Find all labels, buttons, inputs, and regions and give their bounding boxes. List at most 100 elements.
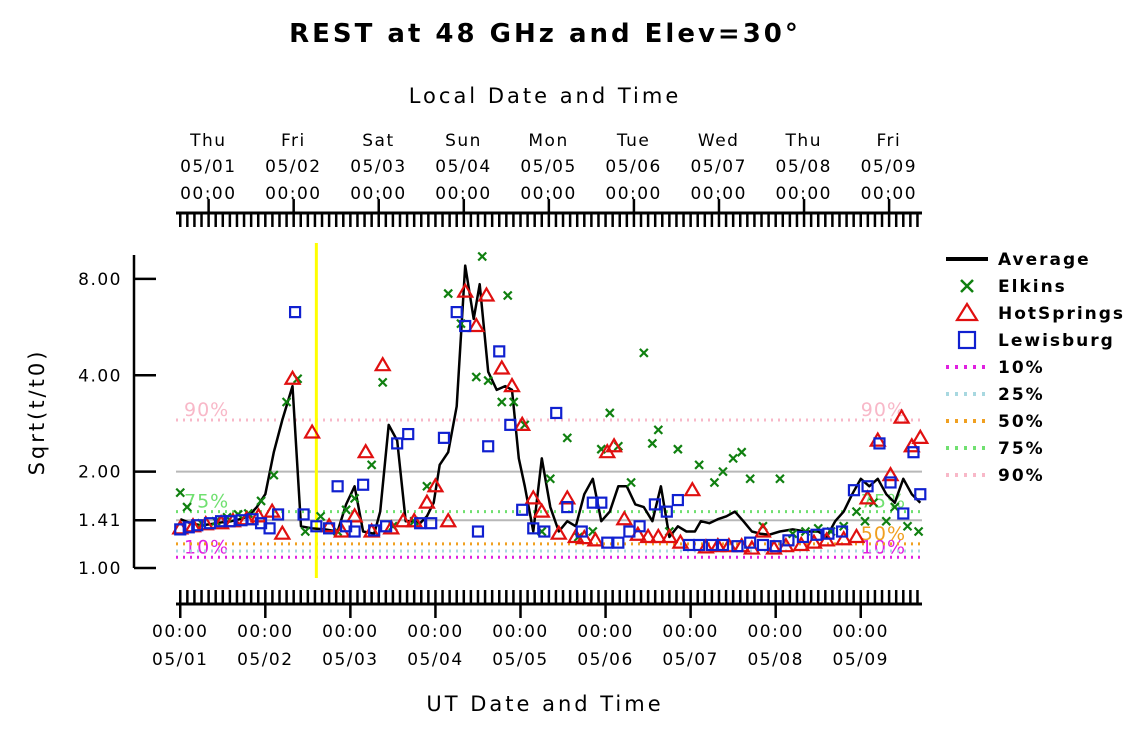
- point-lewisburg: [271, 508, 285, 521]
- point-lewisburg: [191, 519, 204, 532]
- point-hotsprings: [513, 415, 532, 431]
- point-hotsprings: [615, 510, 634, 526]
- point-hotsprings: [805, 533, 823, 549]
- point-elkins: [605, 408, 615, 418]
- bottom-tick-date: 05/04: [407, 650, 464, 670]
- top-tick-date: 05/01: [180, 157, 237, 177]
- point-hotsprings: [373, 356, 392, 372]
- point-hotsprings: [418, 493, 436, 509]
- point-lewisburg: [288, 306, 302, 319]
- percentile-label-right: 50%: [861, 523, 906, 545]
- plot-area: 10% 10%50%75% 75%90% 90%1.001.412.004.008.0…: [78, 131, 930, 670]
- bottom-tick-date: 05/07: [662, 650, 719, 670]
- top-tick-date: 05/03: [350, 157, 407, 177]
- point-elkins: [718, 466, 728, 477]
- bottom-tick-date: 05/01: [152, 650, 209, 670]
- point-elkins: [728, 453, 738, 464]
- bottom-tick-time: 00:00: [833, 622, 890, 642]
- top-tick-weekday: Fri: [281, 131, 306, 151]
- point-hotsprings: [858, 489, 877, 505]
- point-lewisburg: [861, 480, 874, 493]
- point-elkins: [745, 473, 755, 484]
- top-tick-weekday: Tue: [616, 131, 651, 151]
- point-elkins: [471, 372, 482, 382]
- legend-label: 50%: [998, 412, 1045, 432]
- point-lewisburg: [538, 525, 551, 538]
- point-hotsprings: [394, 512, 413, 528]
- legend-label: Average: [998, 250, 1091, 270]
- point-elkins: [545, 473, 556, 484]
- y-tick-label: 8.00: [78, 270, 122, 290]
- point-elkins: [300, 526, 311, 537]
- point-elkins: [477, 251, 488, 262]
- top-tick-weekday: Thu: [189, 131, 226, 151]
- point-lewisburg: [182, 521, 195, 534]
- bottom-tick-time: 00:00: [407, 622, 464, 642]
- point-hotsprings: [356, 443, 375, 459]
- bottom-tick-date: 05/09: [833, 650, 890, 670]
- y-axis-title: Sqrt(t/t0): [25, 349, 49, 476]
- point-lewisburg: [660, 505, 673, 518]
- y-tick-label: 2.00: [78, 463, 122, 483]
- top-tick-date: 05/08: [776, 157, 833, 177]
- point-lewisburg: [648, 498, 662, 511]
- y-tick-label: 1.00: [78, 559, 122, 579]
- top-tick-weekday: Sun: [445, 131, 482, 151]
- y-tick-label: 4.00: [78, 366, 122, 386]
- point-elkins: [653, 425, 664, 435]
- legend: Average Elkins HotSprings Lewisburg 10% 25% 50…: [946, 250, 1125, 486]
- legend-label: HotSprings: [998, 304, 1125, 324]
- bottom-tick-date: 05/03: [322, 650, 379, 670]
- point-elkins: [626, 477, 636, 488]
- point-lewisburg: [323, 522, 336, 535]
- point-elkins: [175, 487, 186, 498]
- point-hotsprings: [792, 535, 811, 552]
- legend-item-75pct: 75%: [946, 439, 1043, 459]
- percentile-label-left: 90%: [184, 399, 229, 421]
- point-hotsprings: [549, 524, 568, 540]
- bottom-tick-time: 00:00: [322, 622, 379, 642]
- legend-item-50pct: 50%: [946, 412, 1045, 432]
- point-hotsprings: [426, 477, 445, 493]
- point-hotsprings: [639, 527, 658, 544]
- legend-label: 90%: [998, 466, 1045, 486]
- point-lewisburg: [368, 524, 381, 537]
- point-lewisburg: [796, 530, 810, 544]
- point-lewisburg: [693, 538, 706, 552]
- point-elkins: [902, 521, 913, 532]
- point-elkins: [502, 290, 513, 301]
- top-tick-weekday: Fri: [876, 131, 901, 151]
- top-tick-weekday: Wed: [698, 131, 740, 151]
- point-elkins: [913, 526, 924, 537]
- point-lewisburg: [450, 306, 463, 319]
- point-lewisburg: [897, 507, 910, 520]
- point-lewisburg: [595, 496, 608, 509]
- point-hotsprings: [532, 502, 551, 518]
- point-hotsprings: [320, 517, 339, 533]
- point-lewisburg: [575, 525, 588, 538]
- point-lewisburg: [437, 431, 451, 444]
- point-elkins: [341, 505, 351, 515]
- point-elkins: [315, 511, 326, 522]
- point-lewisburg: [914, 488, 927, 501]
- point-lewisburg: [550, 406, 563, 420]
- top-tick-time: 00:00: [776, 184, 833, 204]
- point-lewisburg: [716, 538, 730, 552]
- point-hotsprings: [303, 423, 322, 439]
- point-lewisburg: [633, 520, 646, 533]
- point-elkins: [182, 502, 192, 512]
- point-hotsprings: [439, 512, 458, 528]
- top-tick-date: 05/02: [265, 157, 322, 177]
- point-lewisburg: [263, 522, 276, 535]
- top-tick-time: 00:00: [520, 184, 577, 204]
- point-elkins: [860, 516, 870, 526]
- point-elkins: [366, 460, 377, 470]
- legend-item-hotsprings: HotSprings: [955, 301, 1125, 324]
- point-elkins: [851, 506, 862, 517]
- point-lewisburg: [459, 319, 472, 333]
- legend-item-90pct: 90%: [946, 466, 1045, 486]
- top-tick-date: 05/07: [690, 157, 747, 177]
- point-hotsprings: [834, 530, 853, 546]
- percentile-label-left: 75%: [184, 491, 229, 513]
